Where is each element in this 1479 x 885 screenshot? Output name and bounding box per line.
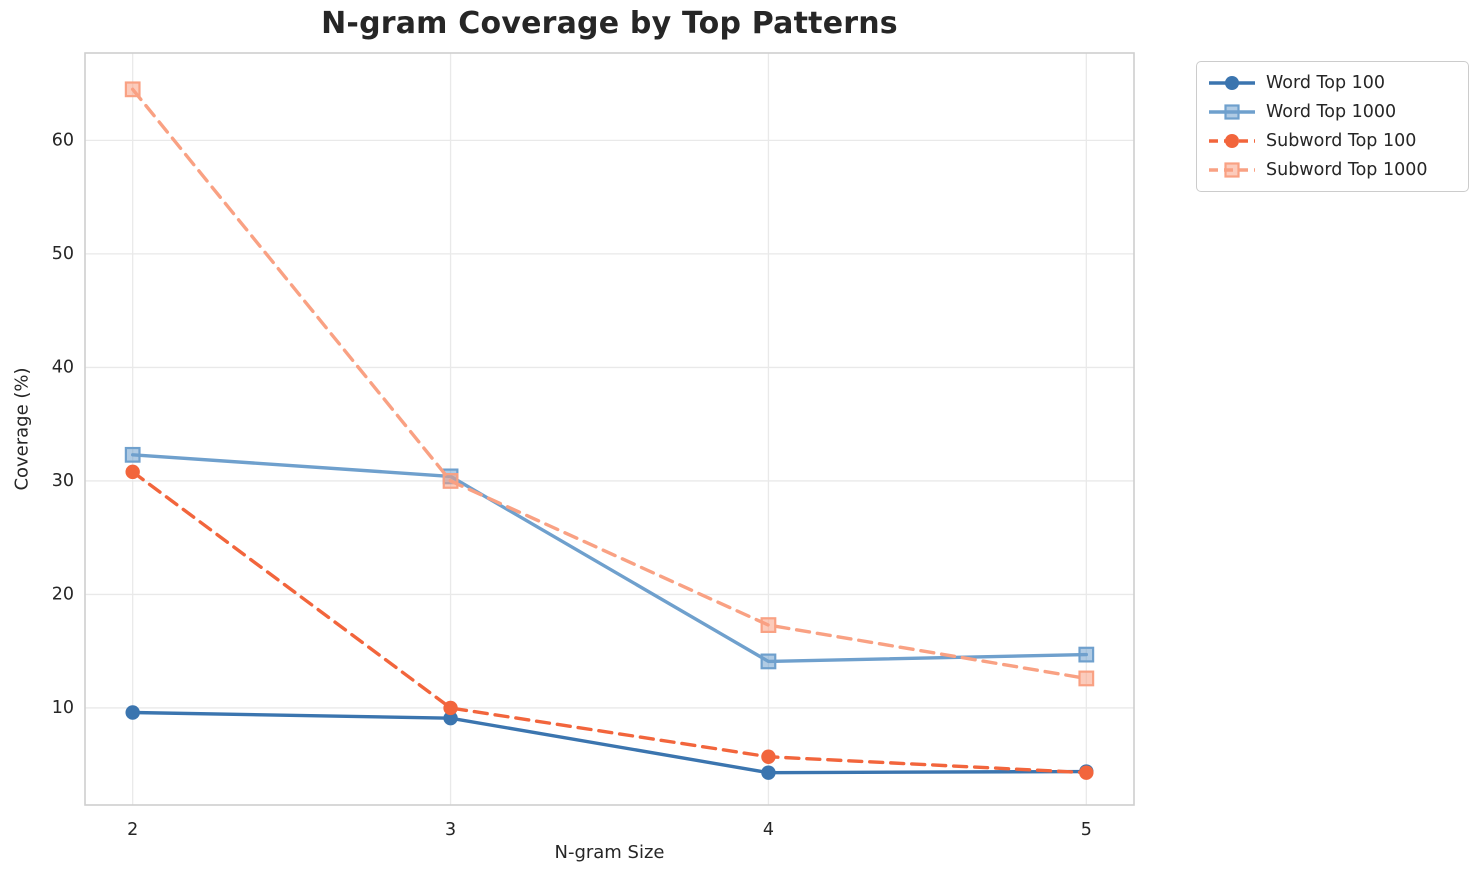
- legend-marker: [1225, 133, 1239, 148]
- x-tick-label: 2: [127, 820, 138, 840]
- data-point-marker: [125, 705, 140, 720]
- legend-swatch-icon: [1209, 162, 1255, 178]
- series-line: [130, 710, 1089, 775]
- x-axis-label: N-gram Size: [554, 842, 665, 863]
- legend-label: Subword Top 1000: [1266, 159, 1428, 180]
- y-tick-labels: 10 20 30 40 50 60: [52, 130, 74, 718]
- data-point-marker: [761, 765, 776, 780]
- y-tick-label: 60: [52, 130, 74, 150]
- y-tick-label: 20: [52, 584, 74, 604]
- legend: Word Top 100 Word Top 1000 Subword Top 1…: [1196, 61, 1469, 192]
- y-axis-label: Coverage (%): [11, 367, 33, 491]
- legend-label: Word Top 100: [1266, 73, 1386, 94]
- x-tick-labels: 2 3 4 5: [127, 820, 1092, 840]
- series-subword-top-100: [125, 464, 1094, 780]
- legend-marker: [1224, 104, 1240, 120]
- x-tick-label: 4: [763, 820, 774, 840]
- data-point-marker: [1078, 646, 1095, 663]
- data-point-marker: [761, 749, 776, 764]
- series-subword-top-1000: [124, 81, 1095, 687]
- legend-item-subword-top-1000: Subword Top 1000: [1208, 159, 1457, 181]
- chart-title: N-gram Coverage by Top Patterns: [321, 6, 898, 41]
- legend-item-word-top-100: Word Top 100: [1208, 72, 1457, 94]
- gridlines: [85, 53, 1134, 805]
- y-tick-label: 50: [52, 244, 74, 264]
- legend-swatch-icon: [1209, 133, 1255, 148]
- x-tick-label: 3: [445, 820, 456, 840]
- y-tick-label: 40: [52, 357, 74, 377]
- legend-marker: [1225, 76, 1239, 91]
- series-line: [130, 453, 1089, 664]
- data-point-marker: [1078, 670, 1095, 687]
- legend-marker: [1224, 162, 1240, 178]
- data-point-marker: [124, 446, 141, 463]
- legend-item-subword-top-100: Subword Top 100: [1208, 130, 1457, 152]
- data-point-marker: [443, 710, 458, 726]
- data-point-marker: [442, 473, 459, 489]
- x-tick-label: 5: [1081, 820, 1092, 840]
- legend-label: Word Top 1000: [1266, 102, 1397, 123]
- axes-spines: [84, 52, 1135, 806]
- legend-item-word-top-1000: Word Top 1000: [1208, 101, 1457, 123]
- y-tick-label: 30: [52, 471, 74, 491]
- legend-label: Subword Top 100: [1266, 130, 1417, 151]
- legend-swatch-icon: [1209, 104, 1255, 120]
- data-point-marker: [443, 700, 458, 716]
- series-line: [130, 87, 1089, 681]
- legend-swatch-icon: [1209, 76, 1255, 91]
- series-word-top-100: [125, 705, 1094, 780]
- data-point-marker: [760, 617, 777, 633]
- data-point-marker: [124, 81, 141, 98]
- series-line: [130, 470, 1089, 775]
- data-point-marker: [1079, 765, 1094, 780]
- y-tick-label: 10: [52, 698, 74, 718]
- data-point-marker: [125, 464, 140, 480]
- data-point-marker: [760, 653, 777, 670]
